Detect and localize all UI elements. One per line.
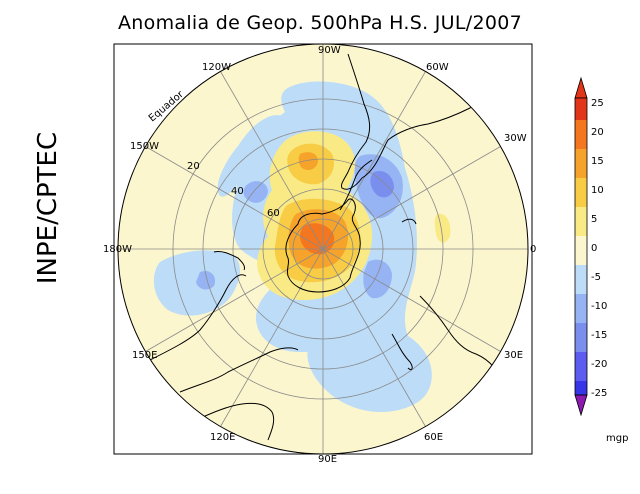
lon-label-60e: 60E: [424, 432, 443, 443]
colorbar-swatch-neg15-neg10: [575, 323, 587, 352]
colorbar-swatch-10-15: [575, 149, 587, 178]
australia-coast-south: [179, 347, 299, 393]
lon-label-120e: 120E: [210, 432, 235, 443]
lon-label-0: 0: [530, 244, 536, 255]
australia-coast-north: [195, 402, 275, 441]
disc-outline: [117, 43, 529, 455]
colorbar-cap-top: [574, 76, 588, 99]
colorbar-unit: mgp: [606, 433, 628, 444]
colorbar-swatch-5-10: [575, 178, 587, 207]
neg-max-south-atlantic: [370, 170, 394, 198]
colorbar-swatch-neg20-neg15: [575, 352, 587, 381]
colorbar-swatch-15-20: [575, 120, 587, 149]
neg-core-pacific: [196, 270, 216, 290]
colorbar-tick-neg25: -25: [591, 388, 607, 399]
colorbar-tick-20: 20: [591, 127, 604, 138]
colorbar-swatch-neg5-0: [575, 265, 587, 294]
colorbar-tick-neg10: -10: [591, 301, 607, 312]
pos-area-east: [434, 213, 451, 243]
colorbar-tick-neg20: -20: [591, 359, 607, 370]
south-america-west: [341, 53, 371, 190]
colorbar-tick-0: 0: [591, 243, 597, 254]
antarctica-coast: [285, 198, 361, 293]
neg-area-south: [307, 323, 432, 412]
lat-label-60: 60: [267, 208, 280, 219]
colorbar-swatch-0-5: [575, 207, 587, 236]
colorbar-tick-5: 5: [591, 214, 597, 225]
colorbar-tick-neg5: -5: [591, 272, 601, 283]
pos-max-north: [298, 152, 318, 170]
colorbar-tick-15: 15: [591, 156, 604, 167]
colorbar-swatch-neg10-neg5: [575, 294, 587, 323]
colorbar-outline: [574, 97, 588, 396]
meridian-30e: [322, 248, 501, 352]
lon-label-30e: 30E: [504, 350, 523, 361]
map-title: Anomalia de Geop. 500hPa H.S. JUL/2007: [118, 12, 522, 34]
colorbar-swatch-neg25-neg20: [575, 381, 587, 395]
lat-label-40: 40: [231, 186, 244, 197]
lon-label-30w: 30W: [504, 133, 527, 144]
meridian-150e: [145, 248, 324, 352]
pacific-islands-west: [149, 274, 247, 361]
graticule: [118, 44, 528, 454]
colorbar-swatch-20-25: [575, 98, 587, 120]
lon-label-150e: 150E: [132, 350, 157, 361]
neg-area-north-west: [217, 115, 292, 197]
lon-label-90w: 90W: [318, 45, 341, 56]
new-zealand: [213, 251, 245, 271]
neg-core-indian: [363, 259, 392, 299]
meridian-60w: [322, 71, 426, 250]
meridian-30w: [322, 146, 501, 250]
lon-label-180w: 180W: [103, 244, 132, 255]
lat-label-20: 20: [187, 161, 200, 172]
lon-label-90e: 90E: [318, 454, 337, 465]
colorbar-tick-25: 25: [591, 98, 604, 109]
meridian-150w: [145, 146, 324, 250]
meridian-120w: [220, 71, 324, 250]
antarctic-peninsula: [339, 159, 373, 211]
anomaly-field: [118, 44, 528, 454]
madagascar: [391, 333, 413, 371]
colorbar: 25 20 15 10 5 0 -5 -10 -15 -20 -25 mgp: [574, 76, 628, 444]
lon-label-60w: 60W: [426, 62, 449, 73]
meridian-60e: [322, 248, 426, 427]
neg-shade-3: [370, 170, 394, 198]
colorbar-tick-neg15: -15: [591, 330, 607, 341]
lon-label-150w: 150W: [130, 141, 159, 152]
meridian-120e: [220, 248, 324, 427]
colorbar-swatch-0: [575, 236, 587, 265]
south-georgia: [401, 218, 417, 225]
colorbar-tick-10: 10: [591, 185, 604, 196]
colorbar-cap-bottom: [574, 394, 588, 417]
lon-label-120w: 120W: [202, 62, 231, 73]
